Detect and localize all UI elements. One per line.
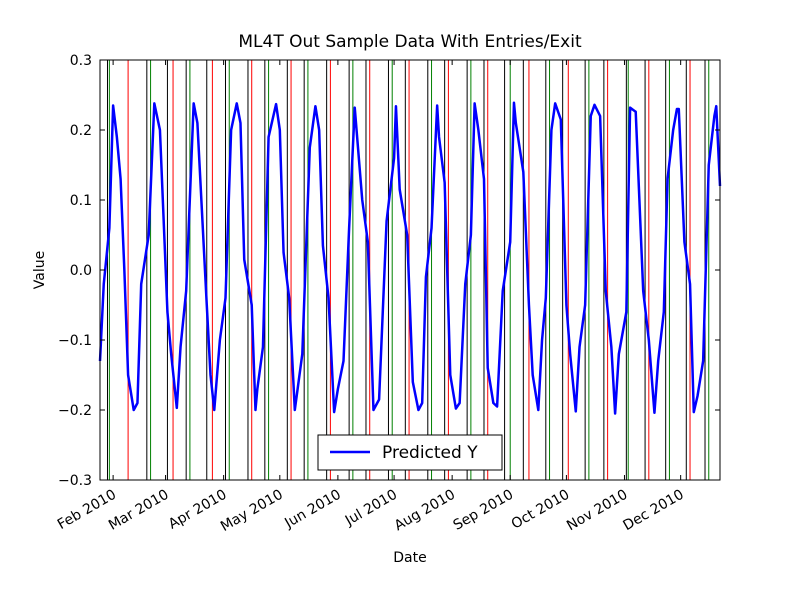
x-tick-label: Mar 2010 [106,487,172,534]
chart-title: ML4T Out Sample Data With Entries/Exit [238,32,582,52]
y-tick-label: −0.1 [58,333,92,349]
legend: Predicted Y [317,434,503,471]
x-tick-label: May 2010 [218,487,286,535]
x-tick-label: Jun 2010 [281,487,344,532]
y-tick-label: 0.1 [70,193,92,209]
legend-label: Predicted Y [382,443,478,463]
x-tick-label: Oct 2010 [509,487,573,533]
y-tick-label: −0.2 [58,403,92,419]
x-tick-label: Nov 2010 [564,487,630,535]
y-tick-label: 0.3 [70,53,92,69]
x-tick-label: Jul 2010 [342,487,400,530]
x-tick-label: Sep 2010 [451,487,517,534]
x-axis-label: Date [393,550,426,566]
y-tick-label: 0.0 [70,263,92,279]
x-tick-label: Dec 2010 [620,487,686,534]
data-line [98,101,722,415]
y-tick-label: 0.2 [70,123,92,139]
y-tick-label: −0.3 [58,473,92,489]
x-tick-label: Aug 2010 [392,487,458,535]
y-axis-label: Value [32,251,48,289]
